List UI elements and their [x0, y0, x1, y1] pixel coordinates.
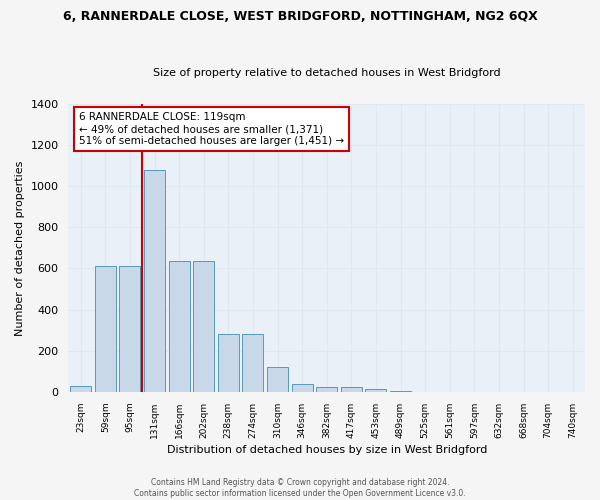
Bar [316, 387, 337, 392]
Bar [292, 384, 313, 392]
Bar [242, 334, 263, 392]
Text: 6, RANNERDALE CLOSE, WEST BRIDGFORD, NOTTINGHAM, NG2 6QX: 6, RANNERDALE CLOSE, WEST BRIDGFORD, NOT… [62, 10, 538, 23]
Title: Size of property relative to detached houses in West Bridgford: Size of property relative to detached ho… [153, 68, 500, 78]
Text: Contains HM Land Registry data © Crown copyright and database right 2024.
Contai: Contains HM Land Registry data © Crown c… [134, 478, 466, 498]
Bar [70, 386, 91, 392]
Bar [218, 334, 239, 392]
Bar [144, 170, 165, 392]
Bar [169, 261, 190, 392]
Bar [365, 389, 386, 392]
Bar [95, 266, 116, 392]
X-axis label: Distribution of detached houses by size in West Bridgford: Distribution of detached houses by size … [167, 445, 487, 455]
Bar [193, 261, 214, 392]
Bar [341, 387, 362, 392]
Text: 6 RANNERDALE CLOSE: 119sqm
← 49% of detached houses are smaller (1,371)
51% of s: 6 RANNERDALE CLOSE: 119sqm ← 49% of deta… [79, 112, 344, 146]
Bar [119, 266, 140, 392]
Y-axis label: Number of detached properties: Number of detached properties [15, 160, 25, 336]
Bar [267, 368, 288, 392]
Bar [390, 391, 411, 392]
